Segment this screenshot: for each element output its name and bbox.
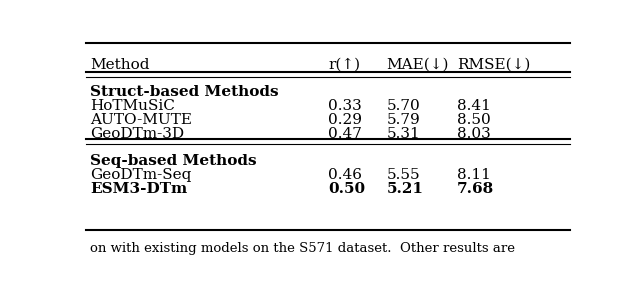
Text: 8.03: 8.03 — [457, 127, 491, 141]
Text: 0.46: 0.46 — [328, 168, 362, 182]
Text: r(↑): r(↑) — [328, 58, 360, 72]
Text: Seq-based Methods: Seq-based Methods — [90, 153, 257, 168]
Text: GeoDTm-Seq: GeoDTm-Seq — [90, 168, 191, 182]
Text: 7.68: 7.68 — [457, 182, 494, 196]
Text: 5.21: 5.21 — [387, 182, 424, 196]
Text: 0.33: 0.33 — [328, 99, 362, 113]
Text: 5.31: 5.31 — [387, 127, 420, 141]
Text: GeoDTm-3D: GeoDTm-3D — [90, 127, 184, 141]
Text: 0.50: 0.50 — [328, 182, 365, 196]
Text: RMSE(↓): RMSE(↓) — [457, 58, 531, 72]
Text: 8.11: 8.11 — [457, 168, 491, 182]
Text: 8.41: 8.41 — [457, 99, 491, 113]
Text: 8.50: 8.50 — [457, 113, 491, 127]
Text: 5.79: 5.79 — [387, 113, 420, 127]
Text: 5.70: 5.70 — [387, 99, 420, 113]
Text: 0.47: 0.47 — [328, 127, 362, 141]
Text: Struct-based Methods: Struct-based Methods — [90, 85, 278, 99]
Text: AUTO-MUTE: AUTO-MUTE — [90, 113, 192, 127]
Text: HoTMuSiC: HoTMuSiC — [90, 99, 175, 113]
Text: 0.29: 0.29 — [328, 113, 362, 127]
Text: ESM3-DTm: ESM3-DTm — [90, 182, 187, 196]
Text: MAE(↓): MAE(↓) — [387, 58, 449, 72]
Text: Method: Method — [90, 58, 149, 72]
Text: 5.55: 5.55 — [387, 168, 420, 182]
Text: on with existing models on the S571 dataset.  Other results are: on with existing models on the S571 data… — [90, 242, 515, 255]
